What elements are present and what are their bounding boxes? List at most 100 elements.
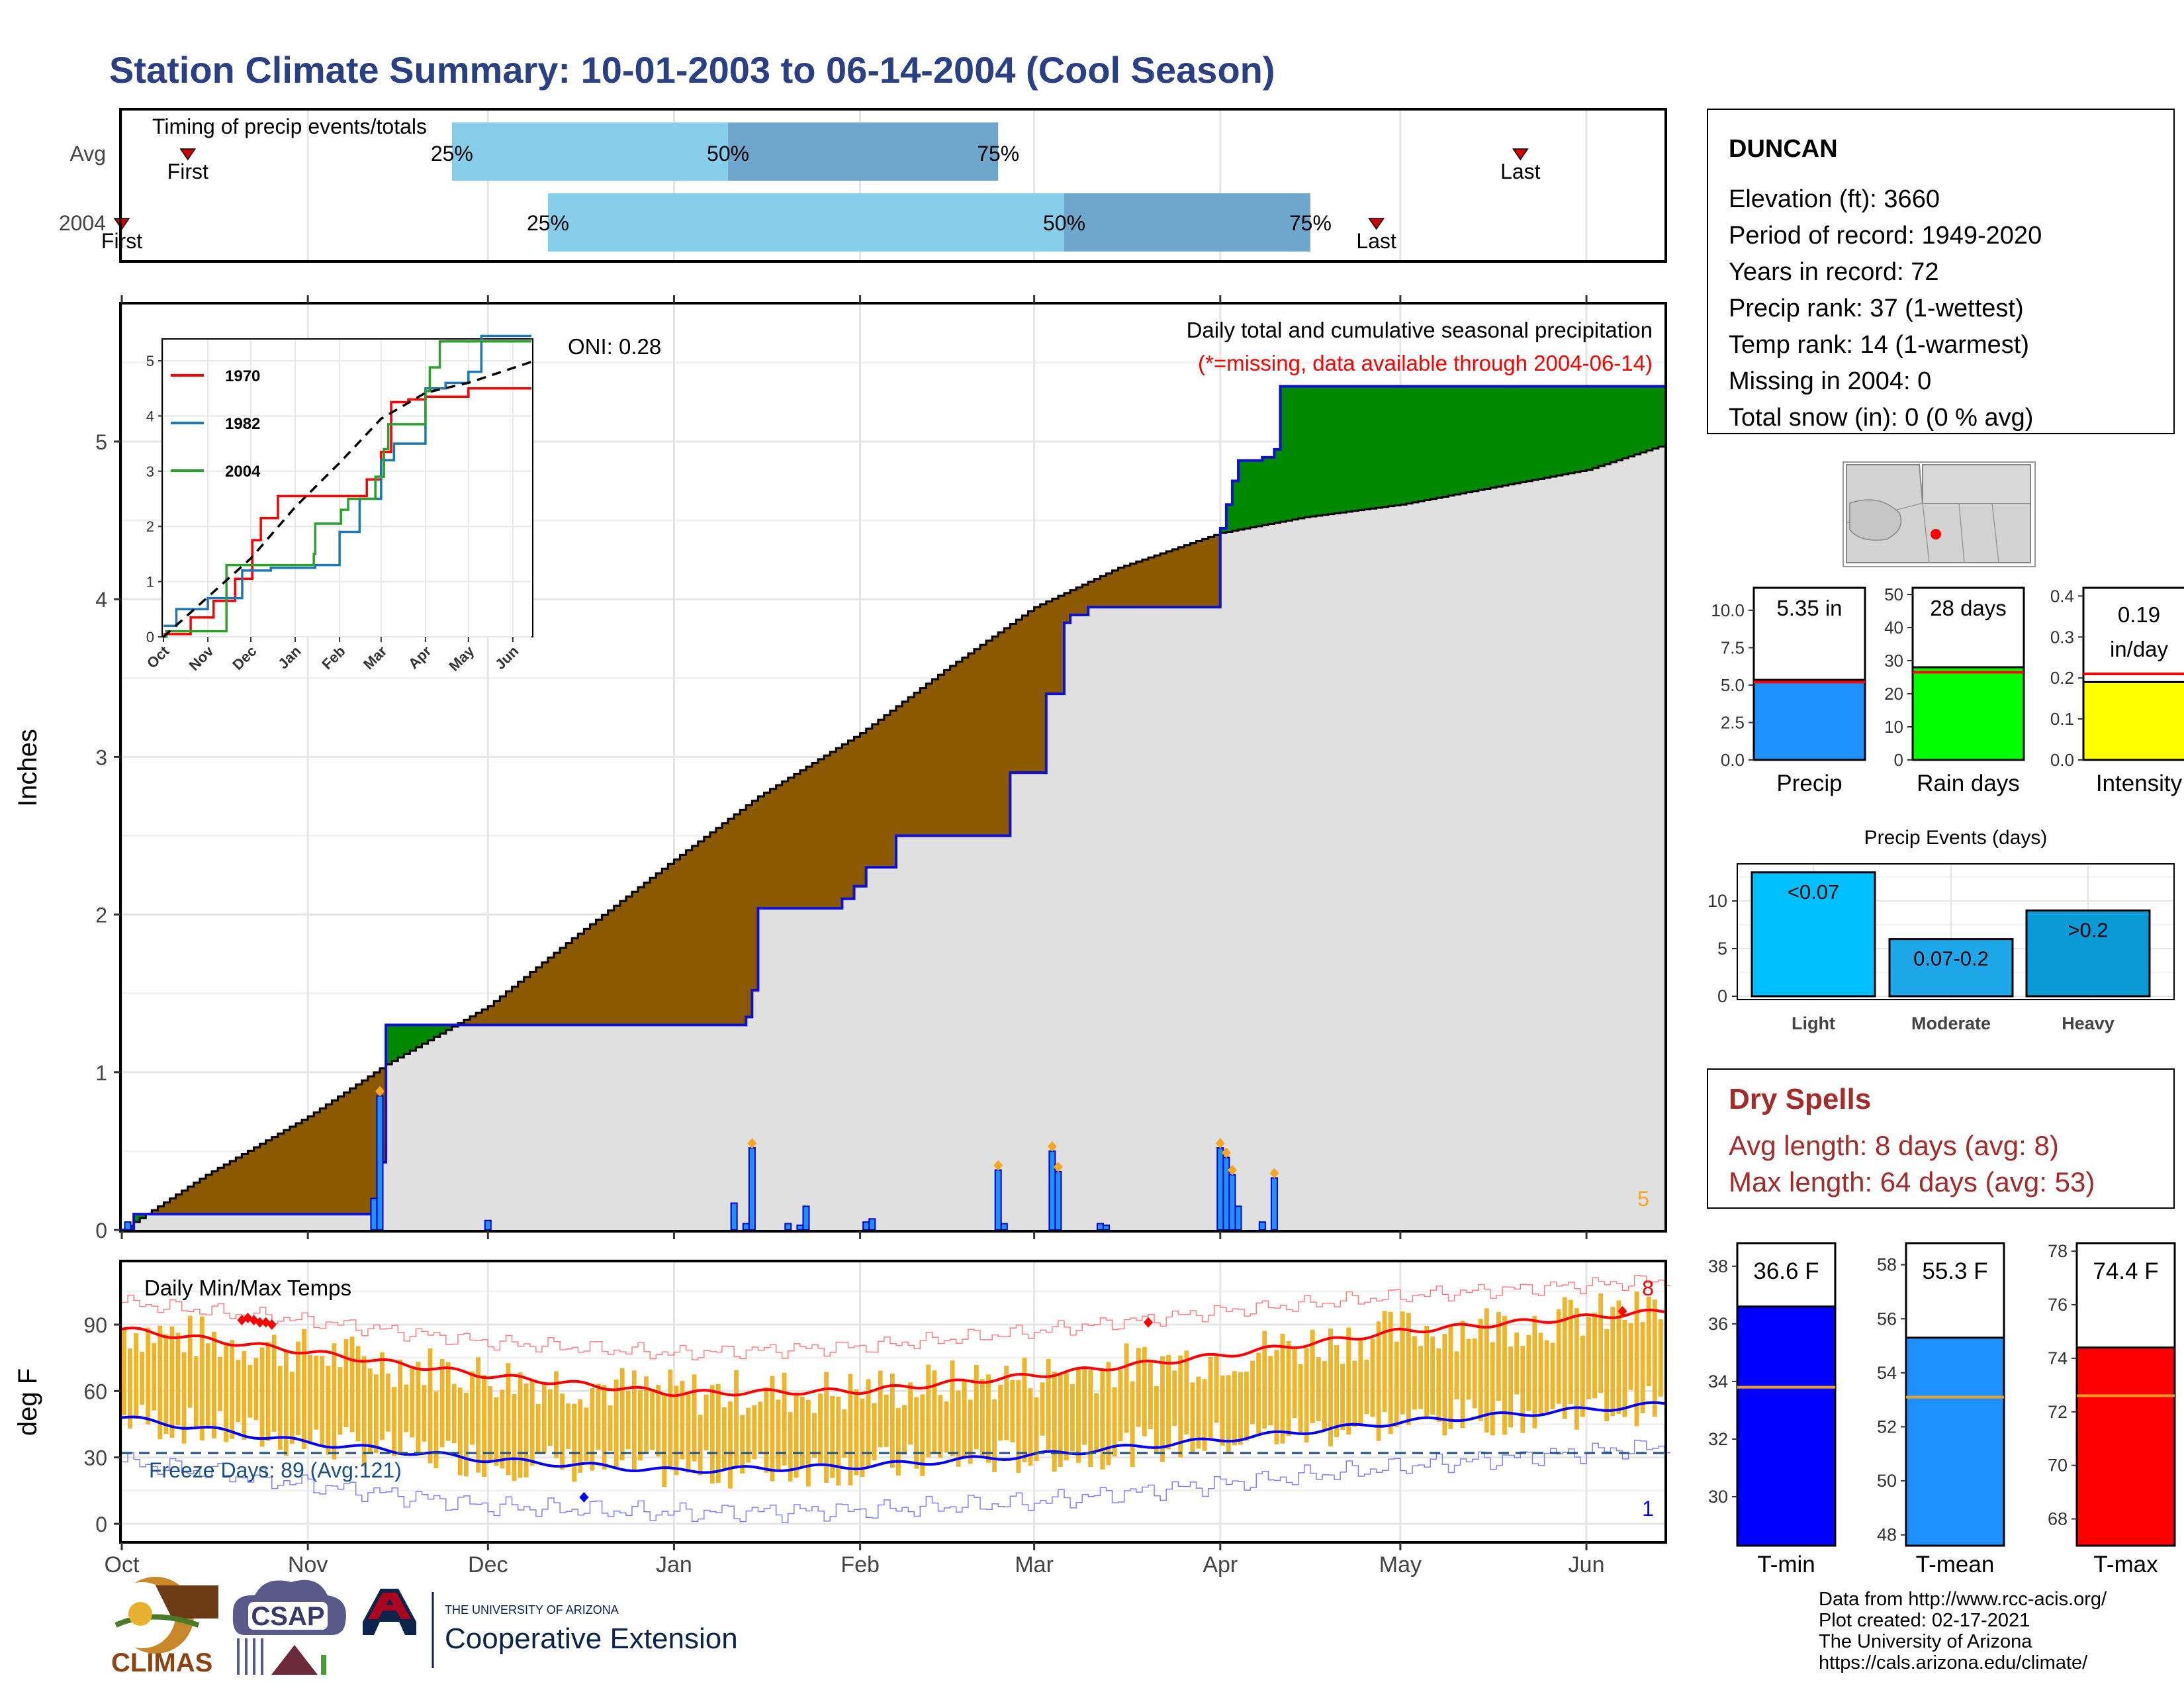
mini-label-raindays: Rain days xyxy=(1917,771,2020,796)
deficit-area-day xyxy=(986,640,993,836)
timing-panel: 25% 50% 75% First Last 25% 50% 75% First Last Tim… xyxy=(59,108,1667,263)
daily-temp-range-bar xyxy=(1250,1360,1255,1425)
month-label-Jun: Jun xyxy=(1569,1552,1605,1577)
daily-temp-range-bar xyxy=(1184,1350,1189,1434)
daily-temp-range-bar xyxy=(212,1331,216,1439)
deficit-area-day xyxy=(992,636,999,836)
surplus-area-day xyxy=(1544,386,1551,478)
daily-temp-range-bar xyxy=(932,1370,937,1454)
deficit-area-day xyxy=(631,892,639,1025)
daily-temp-range-bar xyxy=(1226,1375,1231,1454)
surplus-area-day xyxy=(1454,386,1461,494)
events-title: Precip Events (days) xyxy=(1864,827,2048,849)
mini-tick-label-intensity: 0.2 xyxy=(2050,668,2074,688)
events-bar-heavy xyxy=(2025,909,2151,998)
daily-precip-bar xyxy=(1222,1156,1230,1231)
surplus-area-day xyxy=(1406,386,1413,504)
ua-coop-extension-text: Cooperative Extension xyxy=(445,1622,738,1655)
deficit-area-day xyxy=(199,1178,206,1215)
daily-temp-range-bar xyxy=(554,1371,559,1458)
surplus-area-day xyxy=(410,1025,417,1051)
main-ytick-label: 4 xyxy=(95,588,107,612)
record-high-marker xyxy=(1143,1317,1153,1328)
mini-tick-label-precip: 0.0 xyxy=(1721,750,1745,770)
surplus-area-day xyxy=(1262,457,1269,526)
daily-temp-range-bar xyxy=(1430,1336,1435,1415)
surplus-area-day xyxy=(1388,386,1395,506)
events-bar-light xyxy=(1751,871,1876,998)
daily-temp-range-bar xyxy=(1310,1329,1315,1423)
deficit-area-day xyxy=(314,1112,320,1215)
daily-precip-marker xyxy=(1047,1141,1057,1152)
daily-temp-range-bar xyxy=(302,1329,306,1449)
daily-temp-range-bar xyxy=(1478,1319,1483,1421)
legend-1970: 1970 xyxy=(225,367,260,385)
daily-precip-bar xyxy=(1054,1170,1062,1231)
surplus-area-day xyxy=(1220,528,1227,534)
daily-temp-range-bar xyxy=(314,1356,319,1430)
dry-spells-title: Dry Spells xyxy=(1729,1083,1871,1115)
daily-temp-range-bar xyxy=(169,1326,175,1438)
daily-temp-range-bar xyxy=(230,1340,235,1439)
daily-precip-marker xyxy=(1053,1161,1063,1172)
inset-ytick-label: 1 xyxy=(146,574,154,590)
daily-temp-range-bar xyxy=(1106,1362,1111,1466)
surplus-area-day xyxy=(1274,449,1281,523)
daily-temp-range-bar xyxy=(1190,1382,1195,1453)
station-temp-rank: Temp rank: 14 (1-warmest) xyxy=(1729,331,2029,359)
surplus-area-day xyxy=(1286,386,1293,521)
tsum-tick-label-tmin: 36 xyxy=(1708,1314,1728,1334)
station-info-box: DUNCAN Elevation (ft): 3660 Period of re… xyxy=(1707,109,2175,434)
deficit-area-day xyxy=(236,1157,243,1215)
deficit-area-day xyxy=(1190,543,1197,608)
csap-logo: CSAP xyxy=(232,1579,346,1675)
events-category-light: Light xyxy=(1792,1013,1835,1033)
daily-temp-range-bar xyxy=(1436,1348,1441,1422)
deficit-area-day xyxy=(1028,611,1035,773)
deficit-area-day xyxy=(776,785,783,909)
daily-temp-range-bar xyxy=(1484,1308,1489,1433)
daily-temp-range-bar xyxy=(343,1339,349,1428)
deficit-area-day xyxy=(602,915,609,1025)
inset-ytick-label: 2 xyxy=(146,518,154,535)
tsum-tick-label-tmean: 54 xyxy=(1877,1363,1897,1383)
daily-temp-range-bar xyxy=(1292,1348,1297,1419)
deficit-area-day xyxy=(848,740,855,899)
daily-temp-range-bar xyxy=(1586,1317,1591,1399)
daily-temp-range-bar xyxy=(1598,1293,1604,1393)
surplus-area-day xyxy=(1280,386,1287,522)
events-bar-moderate xyxy=(1888,938,2014,998)
daily-temp-range-bar xyxy=(1070,1384,1075,1452)
surplus-area-day xyxy=(1238,460,1245,530)
daily-temp-range-bar xyxy=(1562,1297,1567,1419)
daily-precip-bar xyxy=(1048,1150,1056,1231)
surplus-area-day xyxy=(1340,386,1347,513)
daily-temp-range-bar xyxy=(698,1415,703,1476)
summary-bar-charts: 0.0 2.5 5.0 7.5 10.0 5.35 in Precip 0 10 20 30 40 50… xyxy=(1711,585,2184,796)
timing-label-q50-2004: 50% xyxy=(1043,211,1085,235)
daily-precip-marker xyxy=(1227,1164,1237,1176)
deficit-area-day xyxy=(187,1186,195,1215)
deficit-area-day xyxy=(956,661,963,836)
deficit-area-day xyxy=(974,649,981,836)
daily-temp-range-bar xyxy=(146,1327,151,1425)
locator-map xyxy=(1843,461,2036,567)
surplus-area-day xyxy=(445,1025,453,1031)
deficit-area-day xyxy=(1208,537,1215,608)
deficit-area-day xyxy=(1184,545,1191,608)
daily-temp-range-bar xyxy=(482,1375,487,1477)
tsum-tick-label-tmax: 76 xyxy=(2048,1295,2068,1315)
daily-temp-range-bar xyxy=(1472,1338,1477,1409)
deficit-area-day xyxy=(1214,535,1221,608)
deficit-area-day xyxy=(218,1168,224,1215)
daily-temp-range-bar xyxy=(1442,1334,1447,1436)
surplus-area-day xyxy=(1382,386,1389,507)
daily-temp-range-bar xyxy=(332,1343,337,1460)
surplus-area-day xyxy=(1400,386,1407,505)
daily-temp-range-bar xyxy=(1016,1380,1021,1473)
daily-temp-range-bar xyxy=(218,1356,222,1411)
surplus-area-day xyxy=(398,1025,404,1058)
surplus-area-day xyxy=(1616,386,1623,461)
daily-temp-range-bar xyxy=(914,1397,919,1469)
daily-temp-range-bar xyxy=(1538,1333,1543,1414)
